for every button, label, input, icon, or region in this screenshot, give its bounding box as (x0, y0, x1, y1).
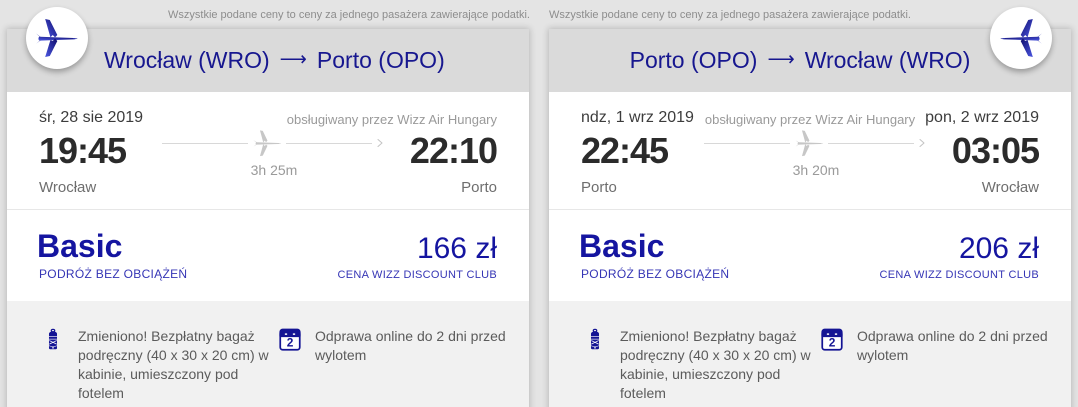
svg-text:2: 2 (287, 336, 294, 350)
svg-text:2: 2 (829, 336, 836, 350)
